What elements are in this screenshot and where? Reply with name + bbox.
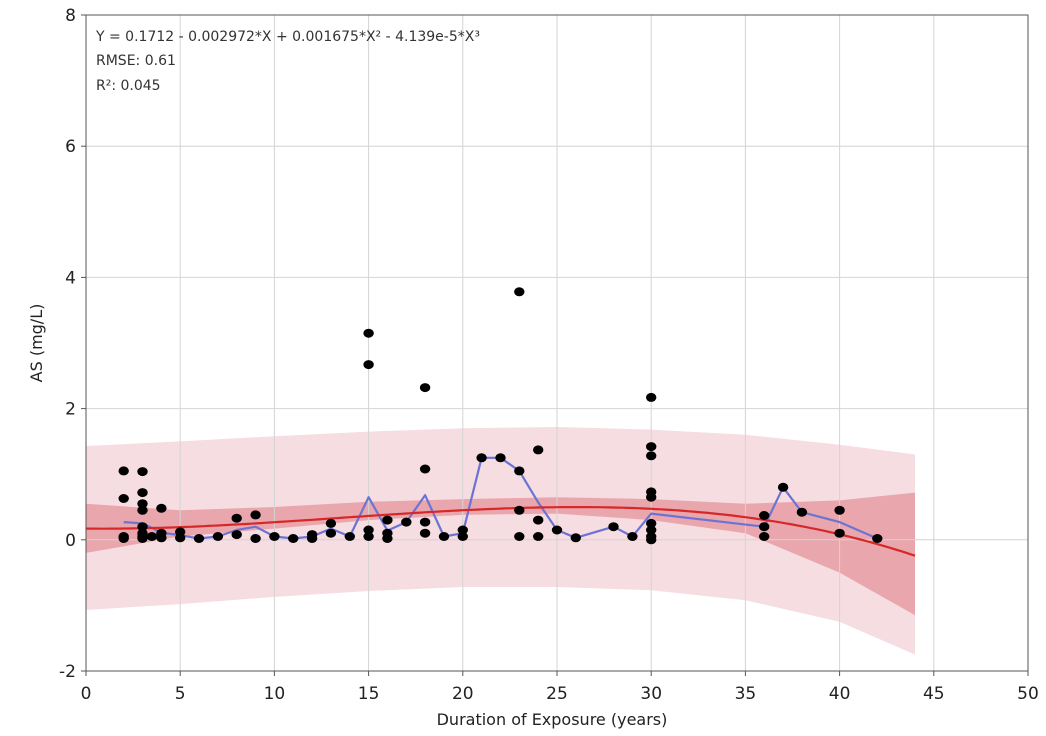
data-point xyxy=(363,525,374,535)
data-point xyxy=(250,510,261,520)
points-layer xyxy=(118,287,883,545)
data-point xyxy=(382,515,393,525)
data-point xyxy=(344,532,355,541)
data-point xyxy=(193,534,205,543)
data-point xyxy=(646,518,657,528)
data-point xyxy=(457,525,468,535)
data-point xyxy=(137,467,148,477)
mean-line xyxy=(123,456,878,540)
data-point xyxy=(514,287,525,297)
data-point xyxy=(570,533,581,543)
data-point xyxy=(156,503,167,513)
x-tick-label: 35 xyxy=(735,684,757,704)
data-point xyxy=(834,528,845,538)
x-tick-label: 0 xyxy=(81,684,92,704)
data-point xyxy=(325,518,337,528)
x-tick-label: 30 xyxy=(640,684,662,704)
bands-layer xyxy=(86,427,915,655)
y-tick-label: 8 xyxy=(65,6,76,26)
data-point xyxy=(646,535,657,545)
data-point xyxy=(419,528,431,538)
data-point xyxy=(777,482,789,492)
data-point xyxy=(146,532,158,541)
confidence-band xyxy=(86,492,915,616)
data-point xyxy=(551,525,563,535)
x-tick-label: 15 xyxy=(358,684,380,704)
y-tick-label: -2 xyxy=(59,662,76,682)
data-point xyxy=(419,517,431,527)
data-point xyxy=(476,453,487,463)
data-point xyxy=(419,383,431,393)
data-point xyxy=(269,532,280,541)
x-tick-label: 20 xyxy=(452,684,474,704)
data-point xyxy=(288,534,299,543)
data-point xyxy=(438,532,450,541)
data-point xyxy=(533,515,544,525)
data-point xyxy=(231,530,242,540)
data-point xyxy=(137,505,148,515)
x-tick-labels: 0 5 10 15 20 25 30 35 40 45 50 xyxy=(81,671,1039,704)
data-point xyxy=(137,534,148,543)
lines-layer xyxy=(86,456,916,557)
data-point xyxy=(646,392,657,402)
data-point xyxy=(419,464,431,474)
data-point xyxy=(156,533,167,543)
fit-curve xyxy=(86,506,916,557)
x-tick-label: 25 xyxy=(546,684,568,704)
data-point xyxy=(250,534,261,543)
data-point xyxy=(118,534,129,543)
data-point xyxy=(401,517,412,527)
r2-label: R²: 0.045 xyxy=(96,78,161,94)
y-tick-label: 6 xyxy=(65,137,76,157)
data-point xyxy=(514,505,525,515)
data-point xyxy=(646,525,657,535)
x-tick-label: 45 xyxy=(923,684,945,704)
data-point xyxy=(646,442,657,452)
x-tick-label: 10 xyxy=(264,684,286,704)
data-point xyxy=(646,451,657,461)
data-point xyxy=(382,534,393,543)
data-point xyxy=(759,532,770,541)
data-point xyxy=(533,445,544,455)
y-axis-label: AS (mg/L) xyxy=(27,304,46,383)
data-point xyxy=(872,534,883,543)
data-point xyxy=(514,532,525,541)
y-tick-label: 0 xyxy=(65,531,76,551)
x-tick-label: 50 xyxy=(1017,684,1039,704)
data-point xyxy=(495,453,506,463)
data-point xyxy=(457,532,468,541)
prediction-band xyxy=(86,427,915,655)
x-tick-label: 40 xyxy=(829,684,851,704)
data-point xyxy=(363,360,374,370)
rmse-label: RMSE: 0.61 xyxy=(96,53,176,69)
data-point xyxy=(363,328,374,338)
data-point xyxy=(759,511,770,520)
data-point xyxy=(231,513,242,523)
x-axis-label: Duration of Exposure (years) xyxy=(437,710,668,729)
data-point xyxy=(627,532,638,541)
y-tick-label: 4 xyxy=(65,268,76,288)
data-point xyxy=(118,494,129,503)
data-point xyxy=(212,532,224,541)
data-point xyxy=(137,499,148,509)
data-point xyxy=(363,532,374,541)
data-point xyxy=(608,522,619,532)
data-point xyxy=(759,522,770,532)
data-point xyxy=(834,505,845,515)
data-point xyxy=(137,522,148,532)
data-point xyxy=(306,534,318,543)
data-point xyxy=(533,532,544,541)
data-point xyxy=(137,488,148,498)
y-tick-label: 2 xyxy=(65,400,76,420)
data-point xyxy=(325,528,337,538)
fit-equation: Y = 0.1712 - 0.002972*X + 0.001675*X² - … xyxy=(95,29,480,45)
data-point xyxy=(646,492,657,502)
data-point xyxy=(175,533,186,543)
y-tick-labels: 8 6 4 2 0 -2 xyxy=(59,6,86,682)
x-tick-label: 5 xyxy=(175,684,186,704)
data-point xyxy=(118,466,129,476)
data-point xyxy=(796,507,808,517)
data-point xyxy=(514,466,525,476)
